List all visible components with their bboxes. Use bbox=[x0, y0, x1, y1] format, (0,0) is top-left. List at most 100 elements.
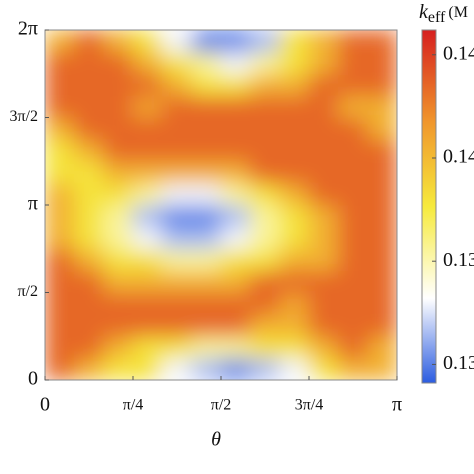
heatmap-cell bbox=[367, 138, 397, 162]
heatmap-cell bbox=[220, 95, 251, 119]
heatmap-cell bbox=[367, 73, 397, 97]
heatmap-cell bbox=[220, 73, 251, 97]
heatmap-cell bbox=[337, 138, 369, 162]
colorbar-title-symbol: k bbox=[419, 1, 429, 23]
colorbar-tick-label: 0.13 bbox=[443, 352, 474, 374]
heatmap-cell bbox=[308, 182, 339, 206]
heatmap-cell bbox=[308, 335, 339, 359]
heatmap-cell bbox=[132, 292, 163, 315]
heatmap-cell bbox=[161, 73, 193, 97]
y-tick-label: π/2 bbox=[17, 283, 38, 300]
heatmap-cell bbox=[73, 30, 105, 53]
x-tick-label: π/4 bbox=[123, 397, 144, 414]
heatmap-cell bbox=[337, 51, 369, 75]
heatmap-cell bbox=[220, 30, 251, 53]
heatmap-cell bbox=[45, 138, 75, 162]
heatmap-cell bbox=[73, 313, 105, 337]
heatmap-cell bbox=[308, 95, 339, 119]
heatmap-cell bbox=[103, 138, 134, 162]
heatmap-cell bbox=[249, 313, 281, 337]
heatmap-cell bbox=[132, 335, 163, 359]
heatmap-cell bbox=[308, 292, 339, 315]
heatmap-cell bbox=[249, 357, 281, 380]
heatmap-cell bbox=[103, 117, 134, 140]
heatmap-cell bbox=[279, 248, 310, 272]
heatmap-cell bbox=[249, 226, 281, 250]
heatmap-cell bbox=[73, 182, 105, 206]
heatmap-cell bbox=[161, 51, 193, 75]
heatmap-cell bbox=[132, 357, 163, 380]
heatmap-cell bbox=[249, 160, 281, 184]
heatmap-cell bbox=[161, 204, 193, 228]
heatmap-cell bbox=[103, 204, 134, 228]
heatmap-cell bbox=[279, 30, 310, 53]
heatmap-cell bbox=[279, 226, 310, 250]
heatmap-cell bbox=[367, 95, 397, 119]
heatmap-cell bbox=[191, 182, 222, 206]
heatmap-cell bbox=[279, 182, 310, 206]
heatmap-cell bbox=[279, 160, 310, 184]
heatmap-cell bbox=[45, 73, 75, 97]
heatmap-cell bbox=[249, 182, 281, 206]
heatmap-cell bbox=[132, 51, 163, 75]
heatmap-cell bbox=[337, 160, 369, 184]
heatmap-cell bbox=[103, 226, 134, 250]
heatmap-cell bbox=[45, 313, 75, 337]
heatmap-cell bbox=[73, 270, 105, 294]
heatmap-cell bbox=[132, 204, 163, 228]
heatmap-cell bbox=[249, 51, 281, 75]
heatmap-cell bbox=[161, 160, 193, 184]
heatmap-cell bbox=[367, 182, 397, 206]
heatmap-cell bbox=[73, 138, 105, 162]
heatmap-cell bbox=[220, 51, 251, 75]
heatmap-cell bbox=[308, 138, 339, 162]
heatmap-cell bbox=[191, 30, 222, 53]
heatmap-cell bbox=[132, 117, 163, 140]
colorbar bbox=[421, 29, 437, 384]
heatmap-cell bbox=[161, 248, 193, 272]
heatmap-cell bbox=[73, 95, 105, 119]
heatmap-cell bbox=[367, 335, 397, 359]
heatmap-cell bbox=[249, 292, 281, 315]
heatmap-cell bbox=[220, 226, 251, 250]
colorbar-tick-label: 0.13 bbox=[443, 249, 474, 271]
heatmap-cell bbox=[337, 30, 369, 53]
heatmap-cell bbox=[73, 204, 105, 228]
heatmap-cell bbox=[220, 292, 251, 315]
heatmap-cell bbox=[191, 160, 222, 184]
heatmap-cell bbox=[45, 335, 75, 359]
heatmap-cell bbox=[308, 313, 339, 337]
heatmap-cell bbox=[161, 30, 193, 53]
colorbar-title-unit: (M bbox=[448, 4, 468, 21]
heatmap-cell bbox=[161, 226, 193, 250]
y-tick-label: π bbox=[28, 193, 38, 215]
heatmap-cell bbox=[191, 51, 222, 75]
heatmap-cell bbox=[220, 160, 251, 184]
heatmap-cell bbox=[161, 335, 193, 359]
heatmap-cell bbox=[191, 138, 222, 162]
colorbar-tick-label: 0.14 bbox=[443, 146, 474, 168]
colorbar-title-subscript: eff bbox=[428, 9, 446, 26]
heatmap-cell bbox=[103, 313, 134, 337]
heatmap-cell bbox=[103, 160, 134, 184]
heatmap-cell bbox=[191, 335, 222, 359]
heatmap-cell bbox=[45, 95, 75, 119]
heatmap-cell bbox=[45, 270, 75, 294]
heatmap-cell bbox=[103, 292, 134, 315]
heatmap-cell bbox=[279, 95, 310, 119]
heatmap-cell bbox=[161, 313, 193, 337]
heatmap-cell bbox=[220, 357, 251, 380]
heatmap-cell bbox=[132, 270, 163, 294]
heatmap-cell bbox=[279, 270, 310, 294]
heatmap-cell bbox=[220, 335, 251, 359]
heatmap-cell bbox=[337, 117, 369, 140]
heatmap-cell bbox=[191, 73, 222, 97]
heatmap-cell bbox=[132, 226, 163, 250]
heatmap-cell bbox=[308, 357, 339, 380]
heatmap-cell bbox=[103, 30, 134, 53]
heatmap-cell bbox=[161, 117, 193, 140]
heatmap-cell bbox=[103, 73, 134, 97]
heatmap-cell bbox=[367, 204, 397, 228]
heatmap-cell bbox=[73, 335, 105, 359]
